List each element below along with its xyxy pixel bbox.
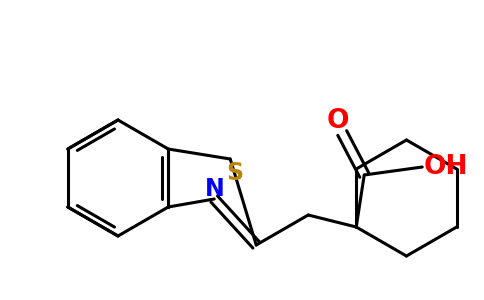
Text: O: O bbox=[327, 108, 349, 134]
Text: OH: OH bbox=[424, 154, 469, 180]
Text: S: S bbox=[227, 161, 244, 185]
Text: N: N bbox=[205, 177, 225, 201]
